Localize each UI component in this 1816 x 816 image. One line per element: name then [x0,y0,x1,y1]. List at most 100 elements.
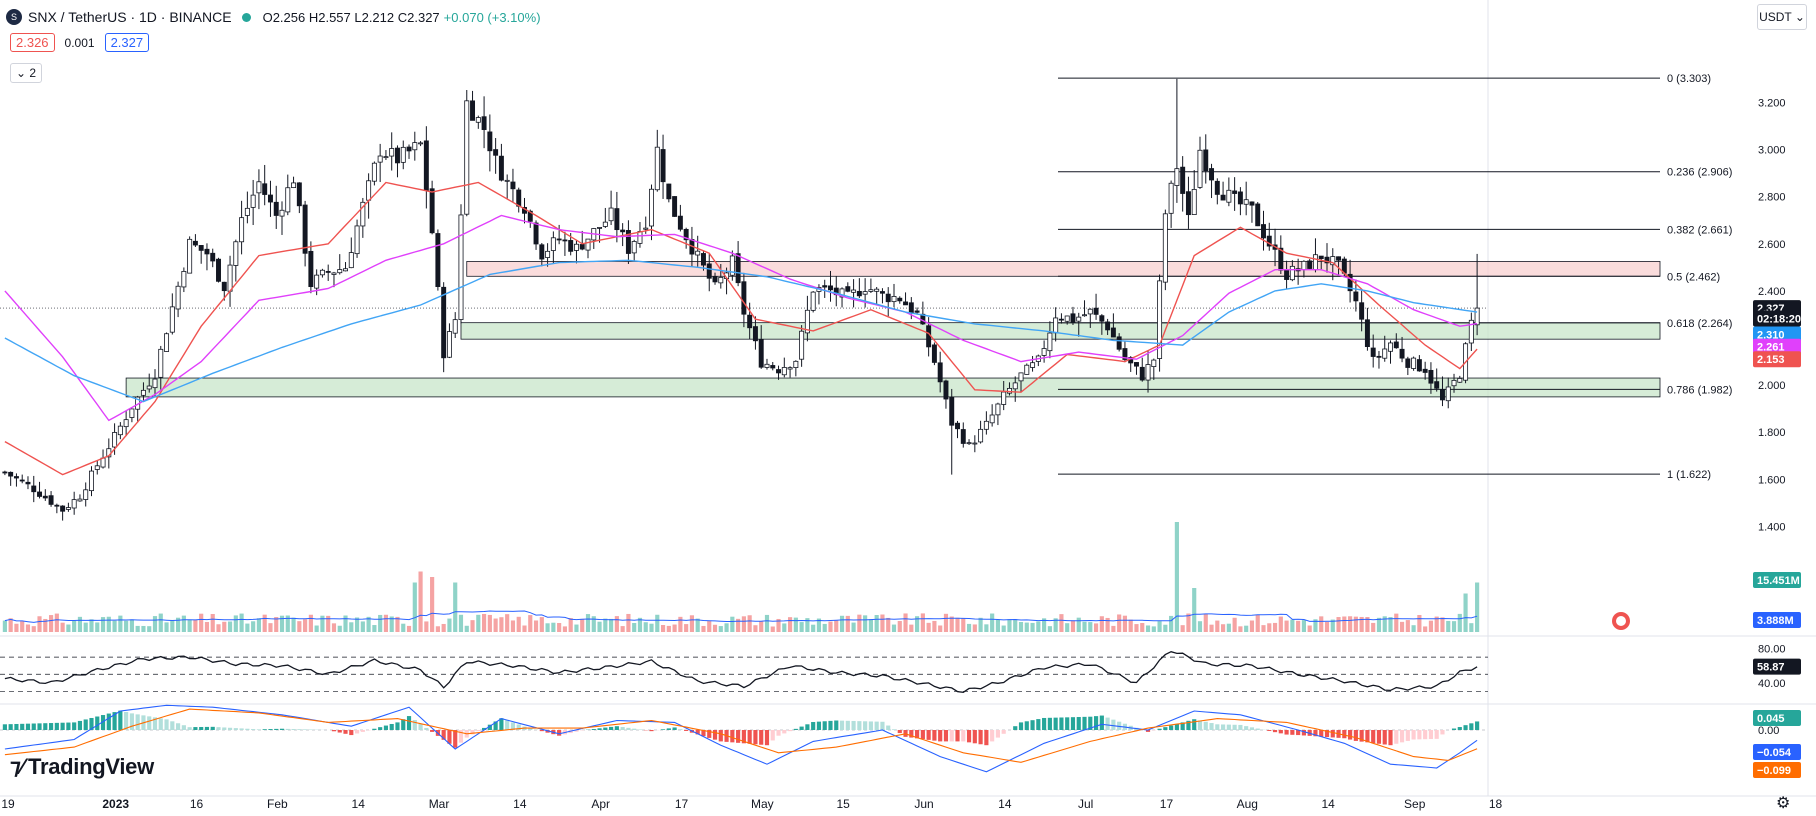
candle [1278,235,1284,275]
macd-histogram-bar [378,727,383,730]
candle [1376,350,1382,369]
fibonacci-retracement[interactable]: 0 (3.303) 0.236 (2.906) 0.382 (2.661) 0.5 (… [0,73,1732,481]
time-axis[interactable]: 19 2023 16 Feb 14 Mar 14 Apr 17 May 15 Jun 14 Jul 17 Au… [1,797,1502,811]
macd-histogram-bar [1157,728,1162,730]
volume-bar [60,622,65,632]
candle [591,227,597,249]
candle-body [608,207,614,222]
candle-body [1405,358,1411,368]
macd-histogram-bar [1457,727,1462,730]
volume-bar [476,614,481,632]
resistance-zone-0[interactable] [466,261,1661,277]
candle [1312,238,1318,273]
candle-body [1053,317,1059,334]
volume-bar [1169,615,1174,632]
macd-histogram-bar [1342,730,1347,739]
indicators-toggle-button[interactable]: ⌄ 2 [10,63,42,83]
volume-bar [1313,619,1318,632]
candle [1035,354,1041,367]
candle-body [487,131,493,152]
candle [210,248,216,268]
candle-body [545,250,551,258]
macd-histogram-bar [834,720,839,730]
symbol-header[interactable]: S SNX / TetherUS · 1D · BINANCE O2.256 H… [6,6,541,28]
macd-histogram-bar [1382,730,1387,745]
candle-body [810,291,816,311]
volume-bar [1186,613,1191,632]
volume-bar [649,623,654,632]
candle [1110,313,1116,338]
price-axis[interactable]: 3.2003.0002.8002.6002.4002.2002.0001.800… [1758,97,1786,737]
candle-body [1353,291,1359,302]
candle [752,316,758,350]
volume-bar [811,624,816,632]
volume-bar [678,616,683,632]
candle [1370,334,1376,368]
candle [475,115,481,129]
candle-body [1001,391,1007,405]
volume-bar [1330,619,1335,632]
volume-bar [1197,621,1203,632]
candle-body [643,227,649,230]
volume-bar [609,618,614,632]
candle-body [371,162,377,182]
volume-bar [1469,623,1474,632]
candle-body [539,244,545,260]
price-tick-label: 1.800 [1758,427,1786,439]
candle-body [1110,327,1116,338]
candle [504,174,510,200]
sell-button[interactable]: 2.326 [10,33,55,52]
candle [822,279,828,298]
volume-bar [620,626,625,632]
price-badge [1753,351,1801,368]
candle-body [828,285,833,291]
macd-histogram-bar [430,730,435,732]
macd-histogram-bar [695,730,700,735]
candle [978,420,984,444]
candle [758,325,764,369]
macd-histogram-bar [210,726,215,730]
currency-selector[interactable]: USDT ⌄ [1757,4,1807,30]
rsi-pane [0,651,1488,693]
volume-bar [100,617,106,632]
candle [851,279,857,308]
macd-histogram-bar [441,730,446,740]
symbol-title[interactable]: SNX / TetherUS · 1D · BINANCE [28,9,232,25]
settings-gear-icon[interactable]: ⚙ [1776,795,1791,812]
candle [1243,181,1249,216]
volume-bar [158,613,163,632]
volume-bar [216,624,221,632]
tradingview-logo[interactable]: ⁊⁄ TradingView [10,754,154,780]
macd-histogram-bar [845,720,850,730]
support-zone-2[interactable] [125,377,1661,398]
macd-histogram-bar [1463,725,1468,730]
candle [1266,222,1272,251]
candle-body [319,269,325,276]
macd-histogram-bar [129,713,134,730]
candle [164,332,170,352]
time-tick-label: Aug [1237,797,1258,811]
candle-body [1058,318,1064,321]
candle-body [481,116,487,130]
fib-level-label: 0.382 (2.661) [1667,224,1732,236]
volume-bar [187,619,192,632]
macd-histogram-bar [943,730,949,742]
candle-body [314,274,320,289]
volume-bar [805,618,810,632]
volume-bar [1365,616,1370,632]
volume-bar [603,618,608,632]
time-tick-label: 14 [1321,797,1335,811]
macd-histogram-bar [1417,730,1422,740]
candle [354,219,360,258]
volume-bar [562,626,567,632]
macd-histogram-bar [77,720,83,730]
candle-body [504,179,510,182]
rsi-badge [1753,658,1801,675]
buy-button[interactable]: 2.327 [104,33,150,52]
volume-bar [1203,613,1208,632]
support-zone-1[interactable] [460,322,1661,340]
volume-bar [926,622,931,632]
volume-bar [193,619,198,632]
rsi-line [4,651,1478,693]
